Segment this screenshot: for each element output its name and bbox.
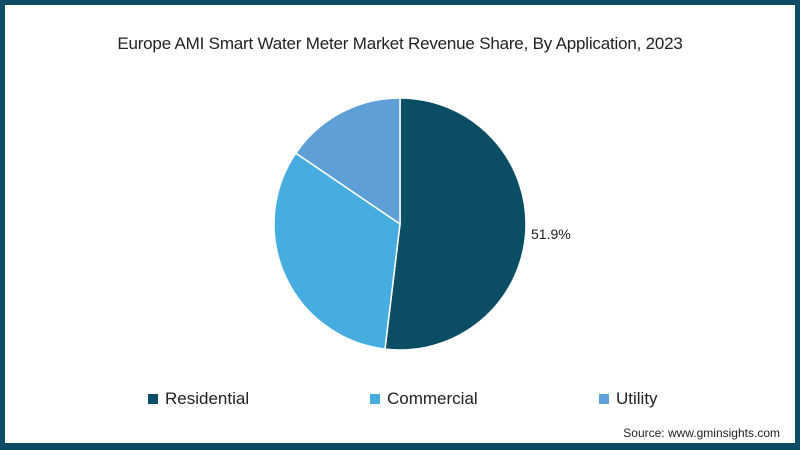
legend-swatch-commercial — [370, 394, 380, 404]
legend-item-commercial[interactable]: Commercial — [370, 389, 478, 409]
legend: Residential Commercial Utility — [0, 389, 800, 411]
legend-label: Residential — [165, 389, 250, 408]
legend-item-utility[interactable]: Utility — [599, 389, 658, 409]
pie-slice-residential[interactable] — [384, 97, 527, 351]
pie-slice-utility[interactable] — [294, 97, 401, 226]
source-note: Source: www.gminsights.com — [623, 426, 780, 440]
residential-data-label: 51.9% — [531, 226, 571, 242]
pie-slice-commercial[interactable] — [273, 152, 401, 350]
legend-swatch-residential — [148, 394, 158, 404]
legend-swatch-utility — [599, 394, 609, 404]
chart-title: Europe AMI Smart Water Meter Market Reve… — [117, 34, 683, 53]
legend-label: Commercial — [387, 389, 478, 408]
legend-item-residential[interactable]: Residential — [148, 389, 249, 409]
legend-label: Utility — [616, 389, 658, 408]
